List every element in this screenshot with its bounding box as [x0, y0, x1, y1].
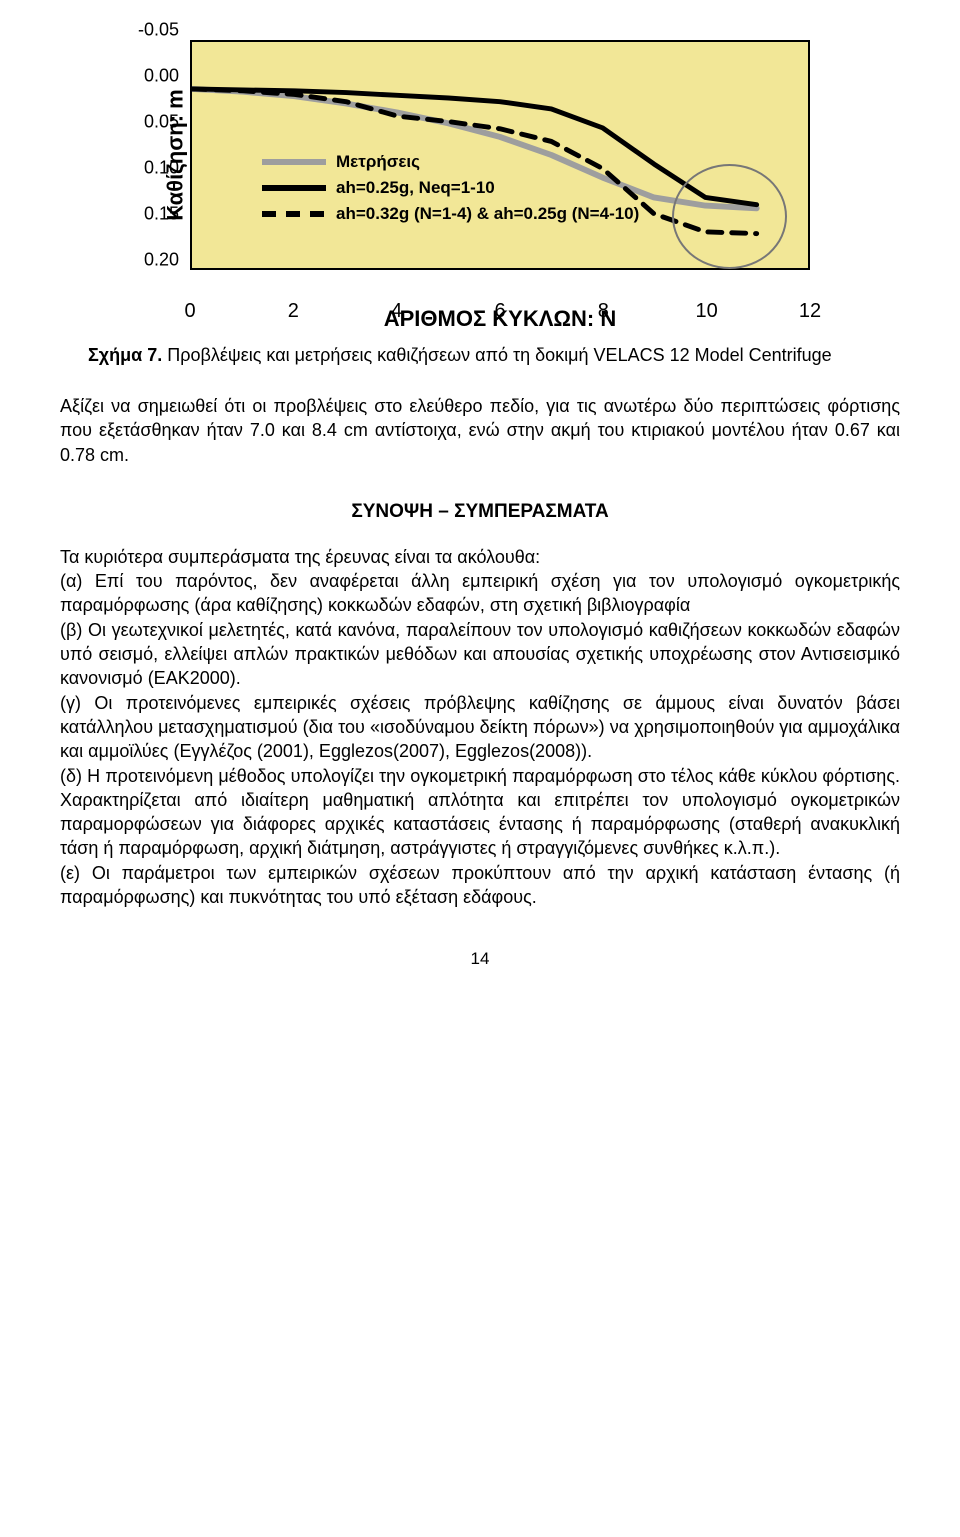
chart-frame: Καθίζηση: m -0.050.000.050.100.150.20 Με… [190, 40, 810, 270]
conclusion-item: (γ) Οι προτεινόμενες εμπειρικές σχέσεις … [60, 693, 900, 762]
legend-row: ah=0.25g, Neq=1-10 [262, 178, 639, 198]
conclusion-item: (β) Οι γεωτεχνικοί μελετητές, κατά κανόν… [60, 620, 900, 689]
y-tick-label: 0.05 [144, 112, 179, 133]
y-tick-label: 0.00 [144, 66, 179, 87]
conclusion-item: (α) Επί του παρόντος, δεν αναφέρεται άλλ… [60, 571, 900, 615]
y-tick-label: -0.05 [138, 20, 179, 41]
section-heading: ΣΥΝΟΨΗ – ΣΥΜΠΕΡΑΣΜΑΤΑ [60, 501, 900, 523]
x-axis-label: ΑΡΙΘΜΟΣ ΚΥΚΛΩΝ: N [384, 306, 617, 332]
legend-row: ah=0.32g (N=1-4) & ah=0.25g (N=4-10) [262, 204, 639, 224]
x-tick-label: 0 [184, 300, 195, 323]
body-paragraph: Αξίζει να σημειωθεί ότι οι προβλέψεις στ… [60, 394, 900, 467]
y-tick-label: 0.10 [144, 158, 179, 179]
caption-rest: Προβλέψεις και μετρήσεις καθιζήσεων από … [167, 345, 831, 365]
x-tick-label: 12 [799, 300, 821, 323]
highlight-circle [672, 164, 787, 269]
y-ticks: -0.050.000.050.100.150.20 [132, 30, 187, 280]
caption-text: Σχήμα 7. [88, 345, 162, 365]
y-tick-label: 0.15 [144, 204, 179, 225]
legend-label: ah=0.32g (N=1-4) & ah=0.25g (N=4-10) [336, 204, 639, 224]
x-tick-label: 2 [288, 300, 299, 323]
conclusion-item: (δ) Η προτεινόμενη μέθοδος υπολογίζει τη… [60, 766, 900, 859]
legend-label: ah=0.25g, Neq=1-10 [336, 178, 495, 198]
body-text-block: Τα κυριότερα συμπεράσματα της έρευνας εί… [60, 545, 900, 909]
legend: Μετρήσεις ah=0.25g, Neq=1-10 ah=0.32g (N… [262, 152, 639, 230]
page-number: 14 [60, 949, 900, 969]
conclusion-item: (ε) Οι παράμετροι των εμπειρικών σχέσεων… [60, 863, 900, 907]
conclusion-intro: Τα κυριότερα συμπεράσματα της έρευνας εί… [60, 547, 540, 567]
legend-label: Μετρήσεις [336, 152, 420, 172]
plot-area: Μετρήσεις ah=0.25g, Neq=1-10 ah=0.32g (N… [190, 40, 810, 270]
legend-row: Μετρήσεις [262, 152, 639, 172]
figure-caption: Σχήμα 7. Προβλέψεις και μετρήσεις καθιζή… [88, 345, 900, 366]
chart-container: Καθίζηση: m -0.050.000.050.100.150.20 Με… [100, 40, 860, 270]
y-tick-label: 0.20 [144, 250, 179, 271]
x-tick-label: 10 [696, 300, 718, 323]
